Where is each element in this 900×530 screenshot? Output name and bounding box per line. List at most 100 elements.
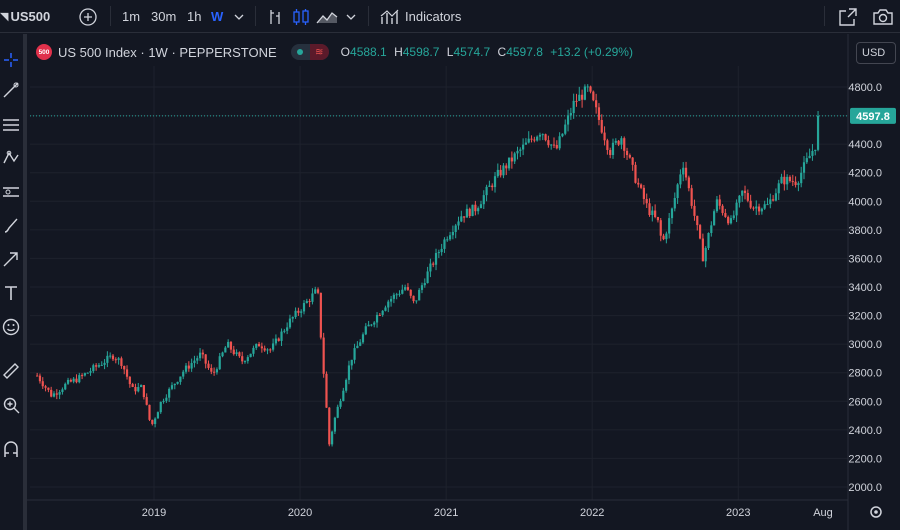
candle bbox=[305, 298, 308, 304]
price-tick-label: 4000.0 bbox=[848, 196, 882, 208]
candle bbox=[800, 166, 803, 188]
candle bbox=[448, 231, 452, 241]
candle bbox=[139, 384, 143, 388]
crosshair-icon[interactable] bbox=[0, 49, 22, 71]
candle bbox=[333, 416, 337, 435]
divider bbox=[368, 6, 369, 26]
candle bbox=[218, 352, 221, 370]
candle bbox=[564, 119, 567, 136]
candle bbox=[783, 170, 786, 191]
candle bbox=[651, 206, 654, 222]
time-tick-label: 2019 bbox=[142, 507, 166, 519]
candle bbox=[162, 398, 165, 404]
candle bbox=[336, 404, 339, 419]
candle bbox=[392, 292, 395, 304]
candle bbox=[609, 147, 612, 159]
chart-title[interactable]: US 500 Index · 1W · PEPPERSTONE bbox=[58, 44, 277, 60]
candle bbox=[272, 338, 275, 352]
market-status-toggle[interactable]: ≋ bbox=[290, 44, 329, 60]
pattern-icon[interactable] bbox=[0, 147, 22, 169]
candle bbox=[668, 213, 671, 239]
emoji-icon[interactable] bbox=[0, 316, 22, 338]
candle bbox=[92, 363, 95, 374]
price-tick-label: 3800.0 bbox=[848, 225, 882, 237]
candle bbox=[735, 199, 738, 223]
symbol-search[interactable]: ◥ US500 bbox=[0, 0, 50, 33]
interval-30m[interactable]: 30m bbox=[151, 9, 177, 24]
area-chart-type-icon[interactable] bbox=[316, 0, 338, 33]
chevron-down-icon[interactable] bbox=[234, 0, 244, 33]
candle bbox=[463, 216, 466, 223]
candle bbox=[86, 372, 89, 374]
candle bbox=[611, 138, 615, 159]
candle bbox=[120, 356, 123, 369]
candle bbox=[75, 374, 78, 384]
interval-1h[interactable]: 1h bbox=[187, 9, 202, 24]
candle bbox=[95, 363, 98, 371]
magnet-icon[interactable] bbox=[0, 438, 22, 460]
candle bbox=[634, 161, 637, 184]
prediction-icon[interactable] bbox=[0, 181, 22, 203]
chevron-down-icon[interactable] bbox=[346, 0, 356, 33]
brush-icon[interactable] bbox=[0, 215, 22, 237]
candle bbox=[243, 360, 247, 364]
zoom-in-icon[interactable] bbox=[0, 394, 22, 416]
candle bbox=[44, 384, 47, 392]
candle bbox=[316, 287, 320, 295]
candle bbox=[406, 283, 410, 292]
candle bbox=[586, 84, 589, 92]
candle bbox=[746, 189, 749, 203]
ohlc-values: O4588.1 H4598.7 L4574.7 C4597.8 +13.2 (+… bbox=[340, 45, 633, 59]
candle bbox=[241, 351, 244, 365]
candle bbox=[774, 188, 778, 202]
candle bbox=[727, 215, 730, 226]
candle bbox=[552, 137, 556, 149]
trend-line-icon[interactable] bbox=[0, 79, 22, 101]
gear-icon[interactable] bbox=[870, 506, 882, 518]
candle bbox=[443, 237, 446, 253]
candle bbox=[286, 322, 289, 335]
candle bbox=[103, 359, 106, 370]
candle bbox=[159, 401, 162, 414]
candle bbox=[755, 200, 758, 216]
candle bbox=[637, 178, 640, 188]
candle bbox=[361, 332, 365, 344]
compare-button[interactable] bbox=[78, 0, 98, 33]
candle bbox=[544, 133, 547, 142]
candle bbox=[148, 404, 151, 422]
text-icon[interactable] bbox=[0, 282, 22, 304]
candle bbox=[184, 363, 188, 374]
candle bbox=[131, 382, 134, 388]
last-price-marker: 4597.8 bbox=[30, 107, 896, 124]
indicators-button[interactable]: Indicators bbox=[380, 0, 461, 33]
fullscreen-icon[interactable] bbox=[838, 0, 858, 33]
candle bbox=[151, 419, 154, 426]
candle bbox=[718, 194, 721, 210]
horizontal-lines-icon[interactable] bbox=[0, 114, 22, 136]
price-axis: 2000.0 2200.0 2400.0 2600.0 2800.0 3000.0 3200… bbox=[848, 82, 882, 494]
time-tick-label: 2023 bbox=[726, 507, 750, 519]
price-tick-label: 2400.0 bbox=[848, 425, 882, 437]
candle bbox=[255, 343, 258, 350]
candle bbox=[580, 89, 584, 108]
candle bbox=[645, 193, 648, 208]
candle bbox=[682, 162, 685, 182]
candles-chart-type-icon[interactable] bbox=[292, 0, 310, 33]
camera-icon[interactable] bbox=[872, 0, 894, 33]
currency-selector[interactable]: USD bbox=[856, 42, 896, 64]
candle bbox=[460, 210, 463, 223]
time-tick-label: Aug bbox=[813, 507, 833, 519]
candle bbox=[491, 183, 494, 191]
ruler-icon[interactable] bbox=[0, 360, 22, 382]
candle bbox=[378, 312, 381, 316]
bar-chart-type-icon[interactable] bbox=[266, 0, 284, 33]
arrow-icon[interactable] bbox=[0, 248, 22, 270]
chart-grid bbox=[0, 34, 849, 530]
interval-1m[interactable]: 1m bbox=[122, 9, 141, 24]
candle bbox=[364, 323, 367, 336]
candle bbox=[274, 334, 278, 346]
interval-w[interactable]: W bbox=[211, 9, 224, 24]
candle bbox=[319, 292, 322, 340]
candle bbox=[600, 114, 603, 134]
